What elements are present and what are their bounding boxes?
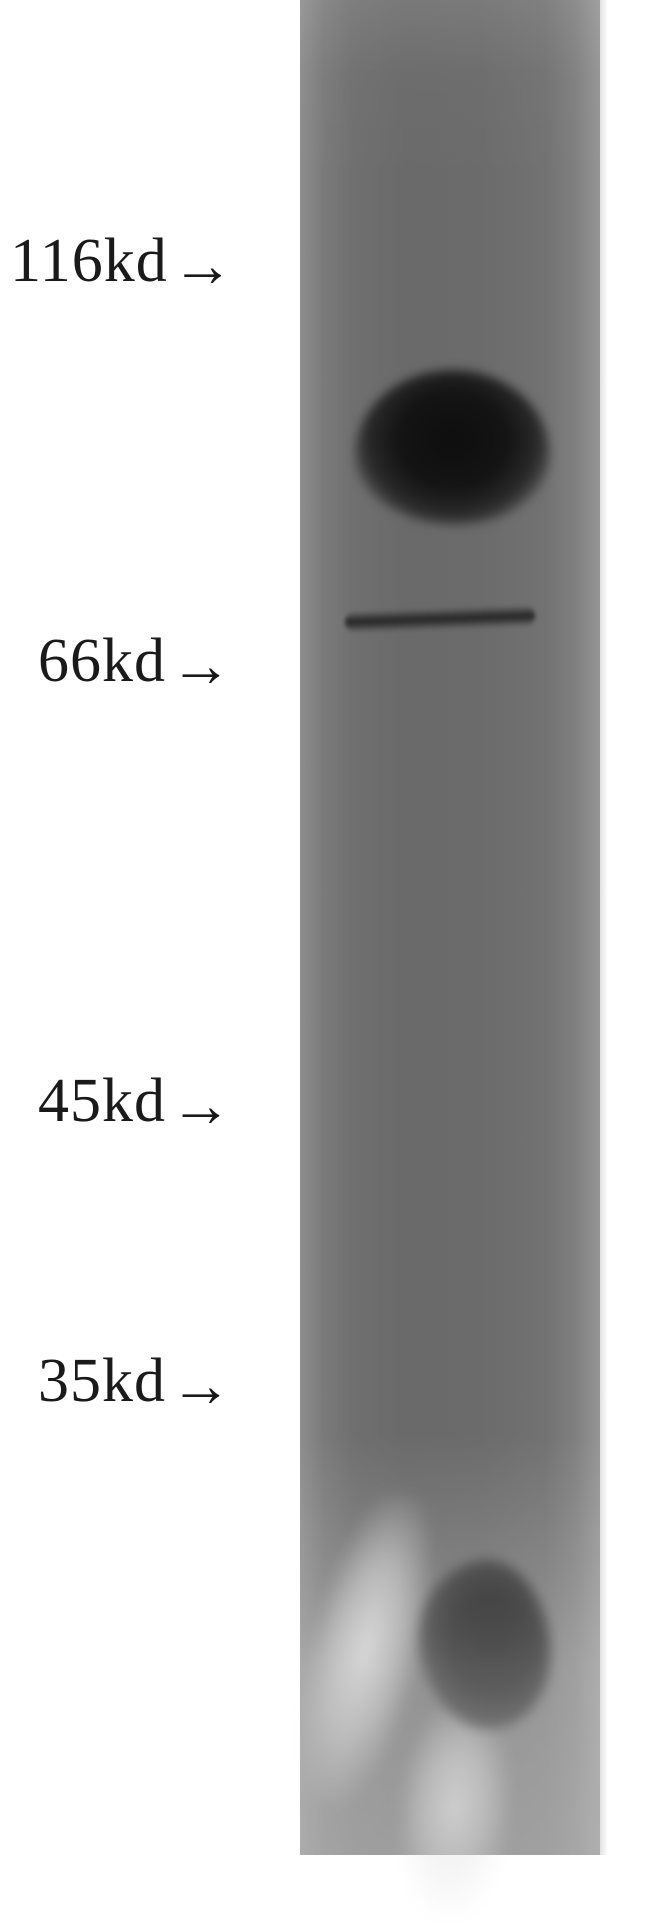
marker-35kd: 35kd→	[38, 1346, 233, 1422]
marker-label-text: 35kd	[38, 1347, 166, 1415]
band-mid-thin	[345, 605, 536, 634]
marker-label-text: 116kd	[10, 227, 168, 295]
marker-45kd: 45kd→	[38, 1066, 233, 1142]
arrow-icon: →	[170, 631, 233, 702]
marker-116kd: 116kd→	[10, 226, 235, 302]
marker-label-text: 45kd	[38, 1067, 166, 1135]
light-smear-right	[391, 1696, 520, 1924]
band-upper-strong	[355, 370, 550, 525]
marker-66kd: 66kd→	[38, 626, 233, 702]
arrow-icon: →	[170, 1351, 233, 1422]
arrow-icon: →	[170, 1071, 233, 1142]
arrow-icon: →	[172, 231, 235, 302]
blot-lane: WWW.PTGLAB.COM	[300, 0, 600, 1855]
right-margin	[600, 0, 650, 1855]
band-lower-dark	[411, 1554, 558, 1737]
marker-label-text: 66kd	[38, 627, 166, 695]
